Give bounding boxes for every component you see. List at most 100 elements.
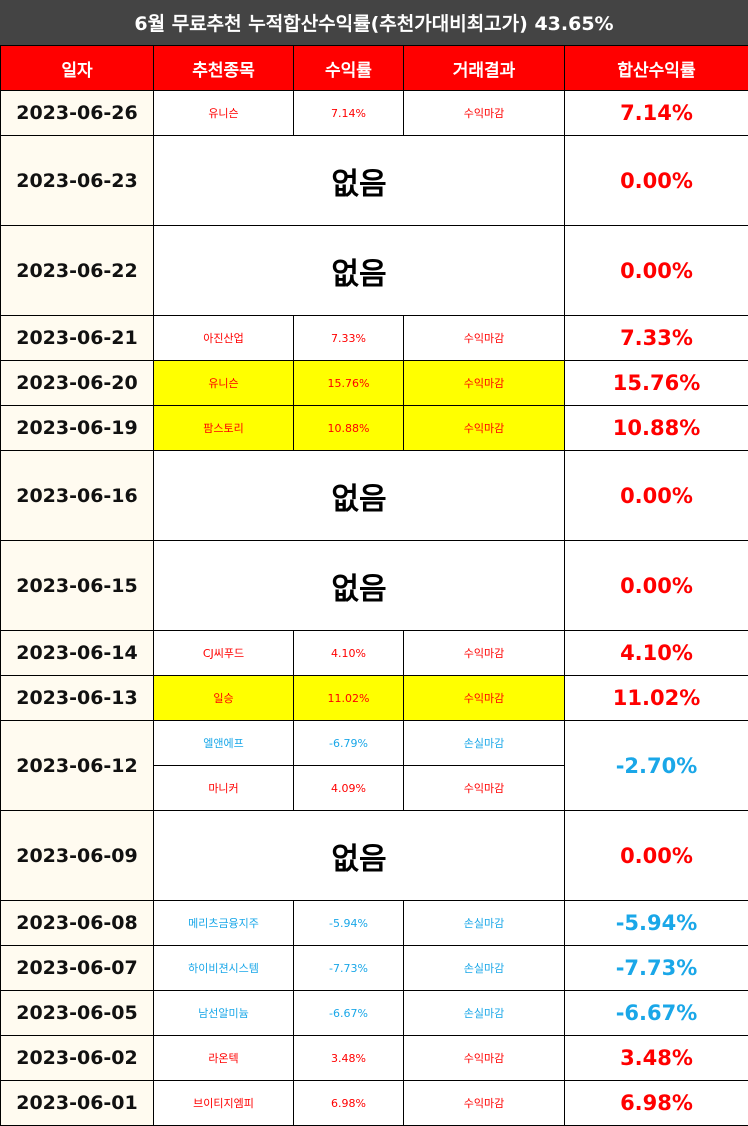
result-cell: 수익마감 <box>403 630 565 676</box>
result-cell: 수익마감 <box>403 675 565 721</box>
return-cell: 7.14% <box>293 90 404 136</box>
table-row: 2023-06-26 유니슨 7.14% 수익마감 7.14% <box>0 90 748 136</box>
no-pick-cell: 없음 <box>153 450 565 541</box>
total-cell: -2.70% <box>564 720 748 811</box>
table-row: 2023-06-16 없음 0.00% <box>0 450 748 541</box>
total-cell: 11.02% <box>564 675 748 721</box>
date-cell: 2023-06-22 <box>0 225 154 316</box>
total-cell: -5.94% <box>564 900 748 946</box>
total-cell: 7.14% <box>564 90 748 136</box>
date-cell: 2023-06-20 <box>0 360 154 406</box>
table-row: 2023-06-22 없음 0.00% <box>0 225 748 316</box>
table-row: 2023-06-13 일승 11.02% 수익마감 11.02% <box>0 675 748 721</box>
date-cell: 2023-06-13 <box>0 675 154 721</box>
returns-table: 일자 추천종목 수익률 거래결과 합산수익률 2023-06-26 유니슨 7.… <box>0 45 748 1126</box>
table-row: 마니커 4.09% 수익마감 <box>1 765 748 811</box>
header-stock: 추천종목 <box>153 45 294 91</box>
header-total: 합산수익률 <box>564 45 748 91</box>
total-cell: 4.10% <box>564 630 748 676</box>
stock-cell: CJ씨푸드 <box>153 630 294 676</box>
date-cell: 2023-06-21 <box>0 315 154 361</box>
date-cell: 2023-06-07 <box>0 945 154 991</box>
return-cell: 15.76% <box>293 360 404 406</box>
total-cell: -6.67% <box>564 990 748 1036</box>
result-cell: 수익마감 <box>403 405 565 451</box>
page-title: 6월 무료추천 누적합산수익률(추천가대비최고가) 43.65% <box>0 0 748 45</box>
date-cell: 2023-06-14 <box>0 630 154 676</box>
no-pick-cell: 없음 <box>153 135 565 226</box>
result-cell: 수익마감 <box>403 1035 565 1081</box>
result-cell: 수익마감 <box>403 90 565 136</box>
result-cell: 손실마감 <box>403 900 565 946</box>
total-cell: 0.00% <box>564 225 748 316</box>
date-cell: 2023-06-05 <box>0 990 154 1036</box>
table-row: 2023-06-05 남선알미늄 -6.67% 손실마감 -6.67% <box>0 990 748 1036</box>
return-cell: -5.94% <box>293 900 404 946</box>
table-row: 2023-06-07 하이비젼시스템 -7.73% 손실마감 -7.73% <box>0 945 748 991</box>
table-row: 2023-06-20 유니슨 15.76% 수익마감 15.76% <box>0 360 748 406</box>
date-cell: 2023-06-12 <box>0 720 154 811</box>
result-cell: 수익마감 <box>403 360 565 406</box>
return-cell: -6.67% <box>293 990 404 1036</box>
result-cell: 손실마감 <box>403 990 565 1036</box>
result-cell: 손실마감 <box>403 945 565 991</box>
total-cell: 6.98% <box>564 1080 748 1126</box>
result-cell: 손실마감 <box>403 720 565 766</box>
return-cell: 10.88% <box>293 405 404 451</box>
header-row: 일자 추천종목 수익률 거래결과 합산수익률 <box>0 45 748 91</box>
stock-cell: 브이티지엠피 <box>153 1080 294 1126</box>
table-row: 2023-06-08 메리츠금융지주 -5.94% 손실마감 -5.94% <box>0 900 748 946</box>
stock-cell: 유니슨 <box>153 360 294 406</box>
return-cell: 11.02% <box>293 675 404 721</box>
total-cell: 3.48% <box>564 1035 748 1081</box>
date-cell: 2023-06-16 <box>0 450 154 541</box>
total-cell: 10.88% <box>564 405 748 451</box>
result-cell: 수익마감 <box>403 315 565 361</box>
result-cell: 수익마감 <box>403 765 565 811</box>
date-cell: 2023-06-02 <box>0 1035 154 1081</box>
return-cell: 4.09% <box>293 765 404 811</box>
stock-cell: 일승 <box>153 675 294 721</box>
no-pick-cell: 없음 <box>153 540 565 631</box>
date-cell: 2023-06-09 <box>0 810 154 901</box>
total-cell: 0.00% <box>564 540 748 631</box>
total-cell: 0.00% <box>564 450 748 541</box>
total-cell: -7.73% <box>564 945 748 991</box>
date-cell: 2023-06-01 <box>0 1080 154 1126</box>
date-cell: 2023-06-23 <box>0 135 154 226</box>
date-cell: 2023-06-19 <box>0 405 154 451</box>
total-cell: 15.76% <box>564 360 748 406</box>
no-pick-cell: 없음 <box>153 225 565 316</box>
table-row: 2023-06-09 없음 0.00% <box>0 810 748 901</box>
return-cell: 7.33% <box>293 315 404 361</box>
table-row: 2023-06-14 CJ씨푸드 4.10% 수익마감 4.10% <box>0 630 748 676</box>
stock-cell: 메리츠금융지주 <box>153 900 294 946</box>
total-cell: 7.33% <box>564 315 748 361</box>
stock-cell: 라온텍 <box>153 1035 294 1081</box>
header-result: 거래결과 <box>403 45 565 91</box>
stock-cell: 아진산업 <box>153 315 294 361</box>
return-cell: 4.10% <box>293 630 404 676</box>
table-row: 2023-06-12 엘앤에프 -6.79% 손실마감 -2.70% <box>0 720 748 811</box>
no-pick-cell: 없음 <box>153 810 565 901</box>
return-cell: 6.98% <box>293 1080 404 1126</box>
table-row: 2023-06-21 아진산업 7.33% 수익마감 7.33% <box>0 315 748 361</box>
stock-cell: 남선알미늄 <box>153 990 294 1036</box>
table-row: 2023-06-01 브이티지엠피 6.98% 수익마감 6.98% <box>0 1080 748 1126</box>
table-row: 2023-06-23 없음 0.00% <box>0 135 748 226</box>
total-cell: 0.00% <box>564 135 748 226</box>
date-cell: 2023-06-08 <box>0 900 154 946</box>
table-row: 2023-06-19 팜스토리 10.88% 수익마감 10.88% <box>0 405 748 451</box>
stock-cell: 하이비젼시스템 <box>153 945 294 991</box>
stock-cell: 마니커 <box>153 765 294 811</box>
table-row: 2023-06-15 없음 0.00% <box>0 540 748 631</box>
stock-cell: 엘앤에프 <box>153 720 294 766</box>
total-cell: 0.00% <box>564 810 748 901</box>
date-cell: 2023-06-26 <box>0 90 154 136</box>
table-row: 2023-06-02 라온텍 3.48% 수익마감 3.48% <box>0 1035 748 1081</box>
return-cell: 3.48% <box>293 1035 404 1081</box>
stock-cell: 유니슨 <box>153 90 294 136</box>
result-cell: 수익마감 <box>403 1080 565 1126</box>
return-cell: -6.79% <box>293 720 404 766</box>
